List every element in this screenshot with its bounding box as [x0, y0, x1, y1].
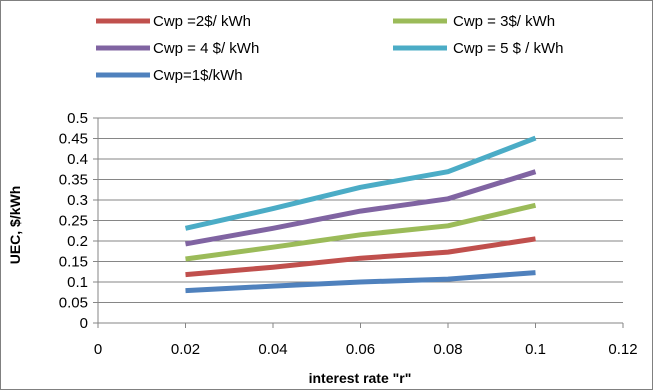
x-tick-label: 0 [94, 341, 102, 358]
y-tick-label: 0.4 [67, 151, 88, 168]
legend-label-1: Cwp =2$/ kWh [153, 13, 251, 30]
series-line-5 [185, 270, 536, 294]
series-lines [184, 135, 537, 294]
legend-label-5: Cwp=1$/kWh [153, 67, 243, 84]
x-tick-label: 0.08 [433, 341, 462, 358]
y-tick-label: 0.5 [67, 110, 88, 127]
x-tick-label: 0.06 [346, 341, 375, 358]
series-line-1 [185, 236, 536, 278]
y-tick-label: 0.35 [59, 172, 88, 189]
x-tick-label: 0.04 [258, 341, 287, 358]
legend-label-4: Cwp = 5 $ / kWh [453, 40, 563, 57]
legend: Cwp =2$/ kWh Cwp = 3$/ kWh Cwp = 4 $/ kWh C… [96, 13, 563, 84]
y-tick-label: 0.1 [67, 274, 88, 291]
x-tick-label: 0.12 [608, 341, 637, 358]
series-line-2 [185, 202, 537, 262]
gridlines [98, 117, 623, 303]
y-tick-label: 0.05 [59, 295, 88, 312]
y-tick-label: 0.15 [59, 254, 88, 271]
axes: 0 0.05 0.1 0.15 0.2 0.25 0.3 0.35 0.4 0.45 0.5 0 0.0… [59, 110, 638, 358]
x-tick-label: 0.02 [171, 341, 200, 358]
series-line-3 [185, 169, 537, 247]
legend-label-3: Cwp = 4 $/ kWh [153, 40, 259, 57]
series-line-4 [184, 135, 537, 231]
y-axis-title: UEC, $/kWh [7, 186, 23, 265]
legend-label-2: Cwp = 3$/ kWh [453, 13, 555, 30]
x-axis-title: interest rate "r" [309, 370, 412, 386]
x-tick-label: 0.1 [525, 341, 546, 358]
y-tick-label: 0.45 [59, 131, 88, 148]
y-tick-label: 0.25 [59, 213, 88, 230]
y-tick-label: 0.2 [67, 233, 88, 250]
y-tick-label: 0 [80, 315, 88, 332]
y-tick-label: 0.3 [67, 192, 88, 209]
